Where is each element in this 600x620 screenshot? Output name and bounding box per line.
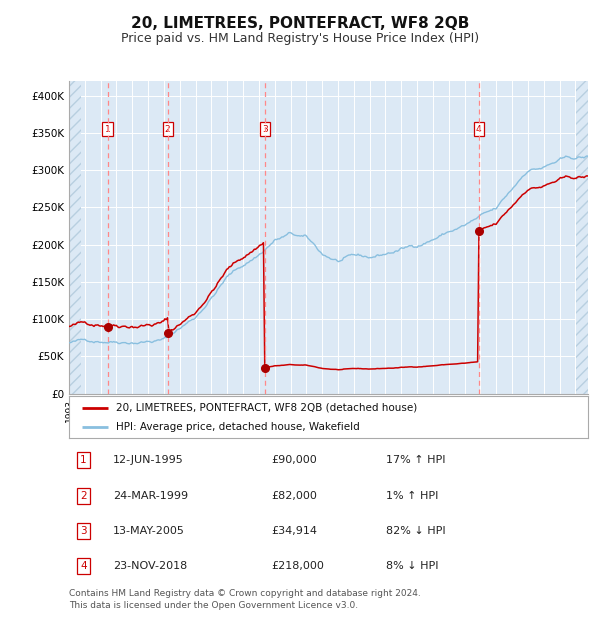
Text: 12-JUN-1995: 12-JUN-1995 — [113, 455, 184, 466]
Text: HPI: Average price, detached house, Wakefield: HPI: Average price, detached house, Wake… — [116, 422, 359, 432]
Text: 1: 1 — [80, 455, 87, 466]
Text: £218,000: £218,000 — [271, 561, 324, 572]
Text: 3: 3 — [80, 526, 87, 536]
Text: 23-NOV-2018: 23-NOV-2018 — [113, 561, 187, 572]
Text: Price paid vs. HM Land Registry's House Price Index (HPI): Price paid vs. HM Land Registry's House … — [121, 32, 479, 45]
Text: 2: 2 — [165, 125, 170, 134]
Text: 4: 4 — [476, 125, 482, 134]
Text: 4: 4 — [80, 561, 87, 572]
Text: 8% ↓ HPI: 8% ↓ HPI — [386, 561, 438, 572]
Text: Contains HM Land Registry data © Crown copyright and database right 2024.
This d: Contains HM Land Registry data © Crown c… — [69, 589, 421, 610]
Text: 13-MAY-2005: 13-MAY-2005 — [113, 526, 185, 536]
Text: 1% ↑ HPI: 1% ↑ HPI — [386, 490, 438, 501]
Text: 2: 2 — [80, 490, 87, 501]
Text: 20, LIMETREES, PONTEFRACT, WF8 2QB: 20, LIMETREES, PONTEFRACT, WF8 2QB — [131, 16, 469, 30]
Text: 1: 1 — [105, 125, 110, 134]
Text: £90,000: £90,000 — [271, 455, 317, 466]
Text: 20, LIMETREES, PONTEFRACT, WF8 2QB (detached house): 20, LIMETREES, PONTEFRACT, WF8 2QB (deta… — [116, 402, 417, 412]
Bar — [69, 81, 81, 394]
Bar — [576, 81, 588, 394]
Text: 3: 3 — [262, 125, 268, 134]
Text: £34,914: £34,914 — [271, 526, 317, 536]
Text: 24-MAR-1999: 24-MAR-1999 — [113, 490, 188, 501]
Text: 17% ↑ HPI: 17% ↑ HPI — [386, 455, 445, 466]
Text: £82,000: £82,000 — [271, 490, 317, 501]
Text: 82% ↓ HPI: 82% ↓ HPI — [386, 526, 445, 536]
